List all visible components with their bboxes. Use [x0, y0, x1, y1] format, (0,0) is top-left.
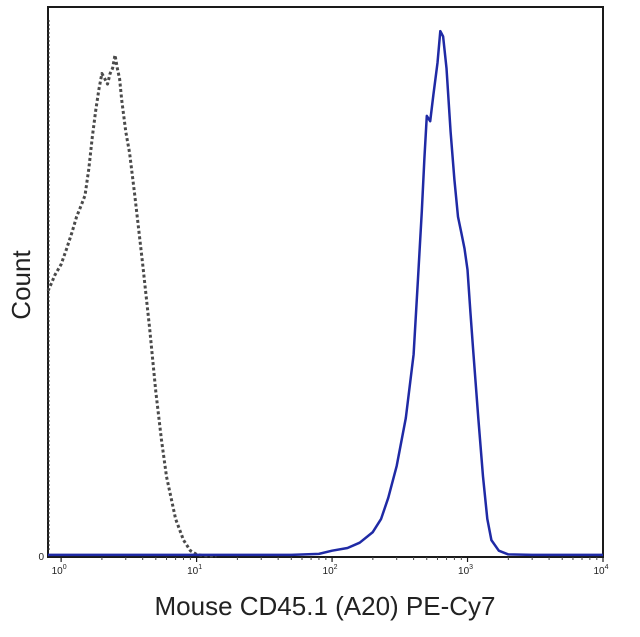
y-tick-label: 0	[38, 552, 44, 563]
series-layer	[46, 29, 603, 558]
y-axis-label: Count	[6, 250, 36, 320]
plot-area	[47, 6, 604, 558]
x-tick-label: 101	[187, 564, 202, 577]
plot-frame	[47, 6, 604, 558]
stained-histogram-line	[48, 29, 603, 557]
axis-layer: 0 100 101 102 103 104	[38, 20, 609, 577]
x-tick-label: 100	[52, 564, 67, 577]
x-tick-label: 104	[593, 564, 608, 577]
x-tick-label: 102	[323, 564, 338, 577]
control-histogram-line	[46, 53, 217, 558]
x-tick-label: 103	[458, 564, 473, 577]
x-axis-label: Mouse CD45.1 (A20) PE-Cy7	[154, 591, 495, 621]
